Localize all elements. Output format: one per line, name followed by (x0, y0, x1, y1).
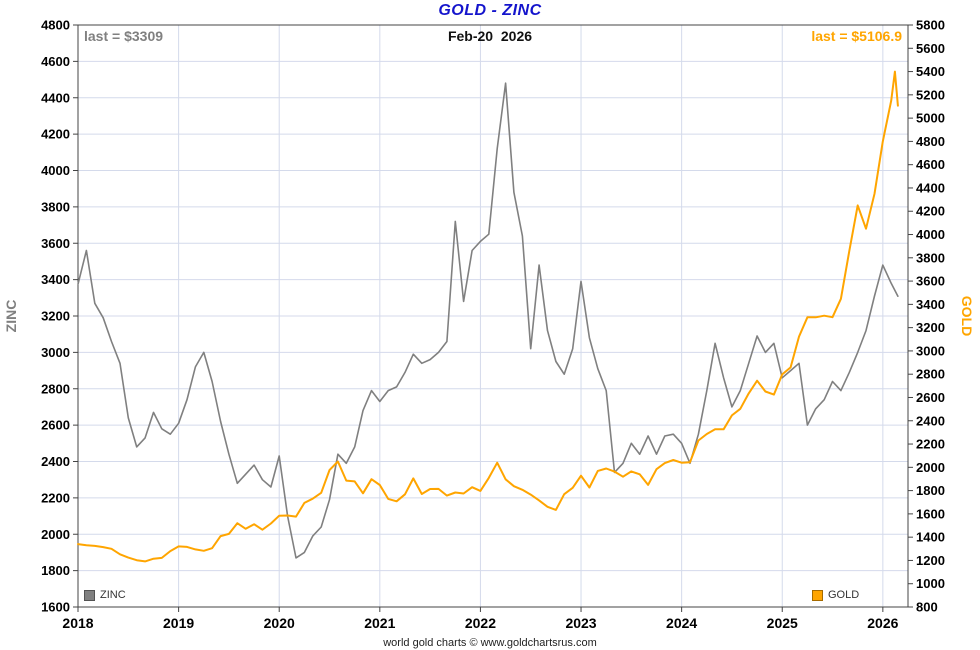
right-axis-tick-label: 5200 (916, 87, 945, 102)
left-axis-tick-label: 4600 (41, 54, 70, 69)
zinc-legend-label: ZINC (100, 589, 126, 601)
right-axis-tick-label: 4400 (916, 180, 945, 195)
left-axis-tick-label: 3200 (41, 309, 70, 324)
right-axis-tick-label: 4200 (916, 204, 945, 219)
right-axis-tick-label: 5800 (916, 18, 945, 33)
right-axis-tick-label: 5400 (916, 64, 945, 79)
x-axis-tick-label: 2021 (364, 615, 395, 631)
right-axis-tick-label: 1600 (916, 506, 945, 521)
zinc-last-value-label: last = $3309 (84, 28, 164, 44)
x-axis-tick-label: 2018 (62, 615, 93, 631)
right-axis-title: GOLD (959, 295, 975, 337)
x-axis-tick-label: 2020 (264, 615, 295, 631)
x-axis-tick-label: 2026 (867, 615, 898, 631)
zinc-swatch (84, 589, 95, 601)
right-axis-tick-label: 3200 (916, 320, 945, 335)
right-axis-tick-label: 3400 (916, 297, 945, 312)
left-axis-tick-label: 4200 (41, 127, 70, 142)
gold-swatch (812, 589, 823, 601)
right-axis-tick-label: 3000 (916, 343, 945, 358)
left-axis-tick-label: 4800 (41, 18, 70, 33)
x-axis-tick-label: 2024 (666, 615, 697, 631)
left-axis-tick-label: 4000 (41, 163, 70, 178)
right-axis-tick-label: 800 (916, 600, 938, 615)
right-axis-tick-label: 2400 (916, 413, 945, 428)
right-axis-tick-label: 3600 (916, 274, 945, 289)
left-axis-tick-label: 1800 (41, 563, 70, 578)
right-axis-tick-label: 5600 (916, 41, 945, 56)
copyright-footer: world gold charts © www.goldchartsrus.co… (383, 637, 597, 649)
left-axis-tick-label: 3600 (41, 236, 70, 251)
left-axis-tick-label: 2800 (41, 381, 70, 396)
right-axis-tick-label: 1200 (916, 553, 945, 568)
chart-title: GOLD - ZINC (438, 2, 542, 19)
right-axis-tick-label: 4000 (916, 227, 945, 242)
left-axis-tick-label: 2200 (41, 490, 70, 505)
left-axis-tick-label: 3400 (41, 272, 70, 287)
right-axis-tick-label: 2000 (916, 460, 945, 475)
right-axis-tick-label: 2200 (916, 437, 945, 452)
left-axis-tick-label: 3800 (41, 199, 70, 214)
x-axis-tick-label: 2025 (767, 615, 798, 631)
x-axis-tick-label: 2023 (565, 615, 596, 631)
right-axis-tick-label: 1400 (916, 530, 945, 545)
right-axis-tick-label: 1000 (916, 576, 945, 591)
gold-series-line (77, 70, 899, 563)
left-axis-tick-label: 1600 (41, 600, 70, 615)
zinc-legend: ZINC (84, 589, 126, 601)
date-label: Feb-20 2026 (447, 28, 533, 44)
left-axis-title: ZINC (3, 299, 19, 333)
left-axis-tick-label: 2400 (41, 454, 70, 469)
right-axis-tick-label: 5000 (916, 111, 945, 126)
gold-legend-label: GOLD (828, 589, 860, 601)
right-axis-tick-label: 2600 (916, 390, 945, 405)
left-axis-tick-label: 2000 (41, 527, 70, 542)
right-axis-tick-label: 1800 (916, 483, 945, 498)
zinc-series-line (77, 82, 899, 559)
right-axis-tick-label: 4600 (916, 157, 945, 172)
gold-legend: GOLD (812, 589, 859, 601)
x-axis-tick-label: 2019 (163, 615, 194, 631)
gold-last-value-label: last = $5106.9 (811, 28, 902, 44)
left-axis-tick-label: 3000 (41, 345, 70, 360)
left-axis-tick-label: 4400 (41, 90, 70, 105)
right-axis-tick-label: 3800 (916, 250, 945, 265)
x-axis-tick-label: 2022 (465, 615, 496, 631)
right-axis-tick-label: 2800 (916, 367, 945, 382)
right-axis-tick-label: 4800 (916, 134, 945, 149)
left-axis-tick-label: 2600 (41, 418, 70, 433)
